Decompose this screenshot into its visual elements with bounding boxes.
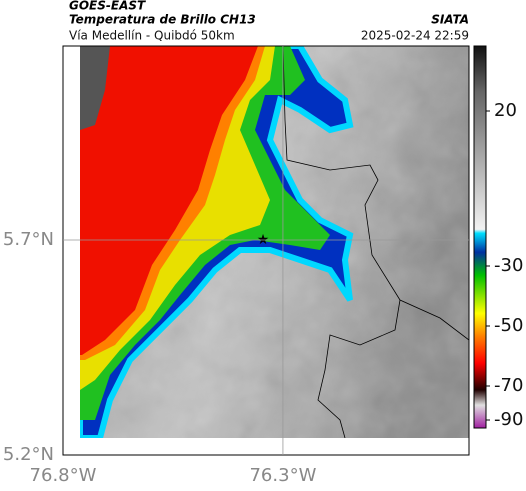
colorbar xyxy=(473,45,487,429)
agency: SIATA xyxy=(431,13,469,27)
y-tick-label: 5.7°N xyxy=(3,229,54,250)
y-tick-label: 5.2°N xyxy=(3,444,54,465)
timestamp: 2025-02-24 22:59 xyxy=(361,29,469,43)
x-tick-label: 76.8°W xyxy=(30,465,97,486)
source: GOES-EAST xyxy=(69,0,146,13)
colorbar-tick-label: 20 xyxy=(494,100,517,121)
colorbar-tick-label: -70 xyxy=(494,375,523,396)
route: Vía Medellín - Quibdó 50km xyxy=(69,29,235,43)
colorbar-tick-label: -50 xyxy=(494,315,523,336)
colorbar-tick-label: -90 xyxy=(494,409,523,430)
map-frame xyxy=(62,45,470,456)
product: Temperatura de Brillo CH13 xyxy=(69,13,256,27)
x-tick-label: 76.3°W xyxy=(249,465,316,486)
colorbar-tick-label: -30 xyxy=(494,255,523,276)
satellite-image: ★ xyxy=(80,46,469,438)
